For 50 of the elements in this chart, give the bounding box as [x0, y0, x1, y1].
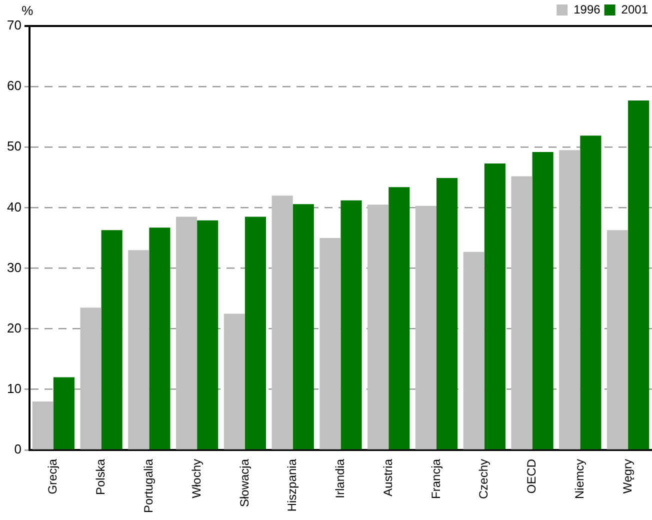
bar	[606, 230, 628, 450]
bar	[340, 200, 362, 450]
bar	[149, 228, 170, 450]
bar	[80, 308, 102, 450]
y-tick-label: 0	[14, 442, 22, 457]
bar	[176, 216, 198, 450]
x-tick-label: Włochy	[189, 458, 204, 498]
bar	[53, 377, 74, 450]
x-tick-label: Austria	[380, 458, 395, 496]
bar	[436, 178, 458, 450]
x-tick-label: Czechy	[476, 458, 491, 499]
bar	[559, 150, 580, 450]
x-tick-label: Polska	[94, 458, 108, 495]
bar	[128, 250, 150, 450]
y-tick-label: 40	[6, 199, 22, 214]
bar	[463, 252, 484, 450]
bar	[244, 216, 266, 450]
bar	[388, 187, 410, 450]
x-tick-label: Niemcy	[572, 458, 586, 499]
y-tick-label: 20	[6, 320, 22, 336]
x-tick-label: Grecja	[46, 458, 60, 494]
bar	[197, 220, 218, 450]
bar	[32, 402, 54, 450]
bar	[101, 230, 122, 450]
y-tick-label: 30	[6, 260, 22, 275]
bar	[484, 163, 506, 450]
x-tick-label: Irlandia	[333, 458, 348, 498]
bar	[272, 196, 293, 450]
legend-label: 2001	[621, 2, 648, 16]
legend-label: 1996	[574, 2, 601, 16]
x-tick-label: OECD	[524, 458, 539, 494]
bar	[368, 204, 389, 450]
bar	[511, 176, 532, 450]
bar	[224, 314, 245, 450]
bar	[415, 206, 437, 450]
x-tick-label: Francja	[428, 458, 443, 499]
bar	[580, 136, 602, 450]
x-tick-label: Hiszpania	[285, 458, 300, 512]
y-tick-label: 70	[6, 18, 22, 33]
y-tick-label: 10	[6, 380, 22, 396]
bar	[532, 152, 554, 450]
x-tick-label: Słowacja	[237, 458, 252, 507]
x-tick-label: Portugalia	[141, 458, 156, 514]
y-axis-title: %	[22, 3, 34, 18]
y-tick-label: 50	[6, 138, 22, 154]
bar	[320, 238, 341, 450]
bar	[292, 204, 314, 450]
y-tick-label: 60	[6, 78, 22, 94]
bar	[628, 100, 650, 450]
x-tick-label: Węgry	[620, 458, 634, 494]
